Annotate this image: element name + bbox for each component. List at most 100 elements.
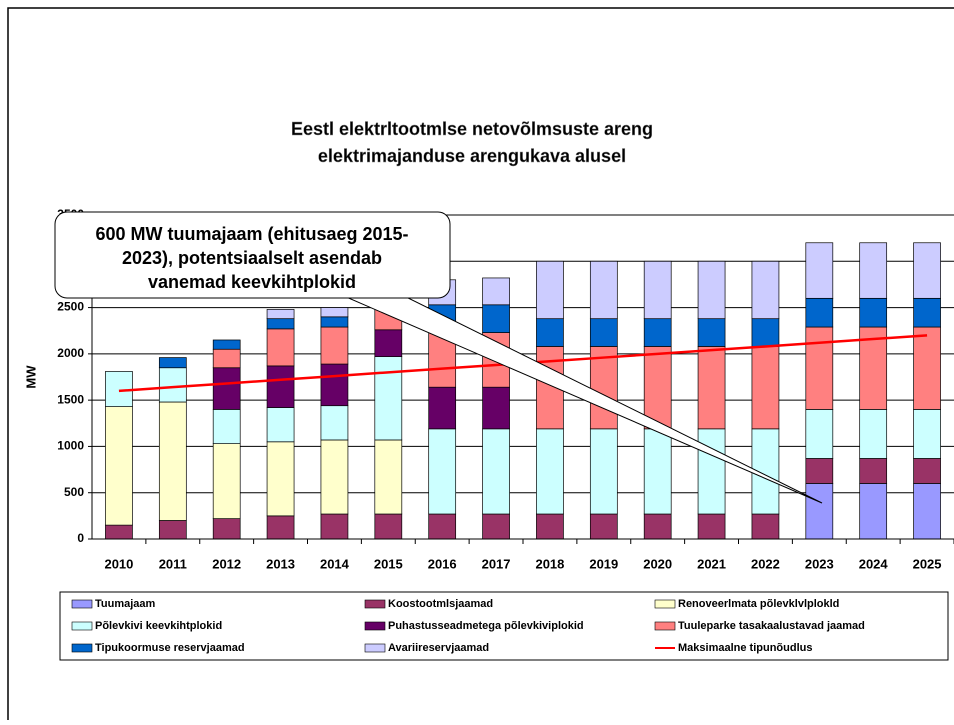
bar-segment	[860, 483, 887, 539]
bar-segment	[860, 243, 887, 299]
bar-segment	[806, 298, 833, 327]
legend-label: Tuuleparke tasakaalustavad jaamad	[678, 620, 865, 632]
bar-segment	[321, 440, 348, 514]
x-tick-label: 2023	[805, 556, 834, 571]
bar-segment	[213, 519, 240, 539]
bar-segment	[698, 346, 725, 428]
bar-segment	[321, 327, 348, 364]
bar-segment	[806, 458, 833, 483]
bar-segment	[429, 387, 456, 429]
legend-label: Renoveerlmata põlevklvlplokld	[678, 598, 839, 610]
legend-swatch	[655, 600, 675, 608]
legend-label: Põlevkivi keevkihtplokid	[95, 620, 222, 632]
bar-segment	[483, 514, 510, 539]
bar-segment	[267, 319, 294, 329]
bar-segment	[914, 483, 941, 539]
x-tick-label: 2011	[159, 556, 187, 571]
legend-swatch	[655, 622, 675, 630]
legend-label: Avariireservjaamad	[388, 642, 489, 654]
x-tick-label: 2015	[374, 556, 403, 571]
legend-swatch	[72, 600, 92, 608]
bar-segment	[159, 402, 186, 520]
bar-segment	[213, 409, 240, 443]
bar-segment	[914, 298, 941, 327]
y-tick-label: 500	[64, 485, 84, 499]
legend-label: Koostootmlsjaamad	[388, 598, 493, 610]
chart-title: elektrimajanduse arengukava alusel	[318, 146, 626, 166]
x-tick-label: 2019	[589, 556, 618, 571]
legend-label: Tipukoormuse reservjaamad	[95, 642, 245, 654]
bar-segment	[213, 349, 240, 368]
legend-label: Puhastusseadmetega põlevkiviplokid	[388, 620, 584, 632]
x-tick-label: 2025	[913, 556, 942, 571]
callout-text: vanemad keevkihtplokid	[148, 272, 356, 292]
bar-segment	[267, 309, 294, 318]
bar-segment	[914, 327, 941, 409]
slide: 0500100015002000250030003500MW2010201120…	[0, 0, 954, 720]
y-tick-label: 0	[77, 531, 84, 545]
bar-segment	[483, 305, 510, 333]
bar-segment	[267, 366, 294, 408]
callout-text: 600 MW tuumajaam (ehitusaeg 2015-	[95, 224, 408, 244]
bar-segment	[698, 319, 725, 347]
x-tick-label: 2022	[751, 556, 780, 571]
bar-segment	[375, 514, 402, 539]
legend-label: Tuumajaam	[95, 598, 156, 610]
bar-segment	[590, 261, 617, 318]
bar-segment	[698, 261, 725, 318]
bar-segment	[914, 458, 941, 483]
bar-segment	[860, 458, 887, 483]
bar-segment	[536, 261, 563, 318]
bar-segment	[159, 520, 186, 539]
bar-segment	[105, 407, 132, 525]
bar-segment	[698, 429, 725, 514]
bar-segment	[321, 406, 348, 440]
bar-segment	[806, 243, 833, 299]
bar-segment	[536, 429, 563, 514]
bar-segment	[105, 525, 132, 539]
bar-segment	[159, 358, 186, 368]
x-tick-label: 2018	[535, 556, 564, 571]
bar-segment	[752, 261, 779, 318]
bar-segment	[644, 261, 671, 318]
bar-segment	[590, 319, 617, 347]
bar-segment	[321, 364, 348, 406]
y-tick-label: 2000	[57, 346, 84, 360]
bar-segment	[159, 368, 186, 402]
bar-segment	[590, 514, 617, 539]
x-tick-label: 2012	[212, 556, 241, 571]
bar-segment	[536, 514, 563, 539]
bar-segment	[752, 346, 779, 428]
bar-segment	[752, 319, 779, 347]
y-tick-label: 1000	[57, 439, 84, 453]
chart-title: Eestl elektrltootmlse netovõlmsuste aren…	[291, 119, 653, 139]
bar-segment	[375, 330, 402, 357]
y-axis-label: MW	[23, 365, 38, 389]
bar-segment	[752, 514, 779, 539]
callout-text: 2023), potentsiaalselt asendab	[122, 248, 382, 268]
bar-segment	[213, 368, 240, 410]
bar-segment	[914, 243, 941, 299]
legend: Tuumajaam Koostootmlsjaamad Renoveerlmata …	[60, 592, 948, 660]
bar-segment	[483, 387, 510, 429]
x-tick-label: 2010	[104, 556, 133, 571]
legend-swatch	[72, 622, 92, 630]
bar-segment	[375, 357, 402, 440]
bar-segment	[267, 329, 294, 366]
x-tick-label: 2017	[482, 556, 511, 571]
bar-segment	[860, 298, 887, 327]
y-tick-label: 2500	[57, 300, 84, 314]
bar-segment	[698, 514, 725, 539]
bar-segment	[267, 408, 294, 442]
bar-segment	[213, 340, 240, 349]
legend-swatch	[72, 644, 92, 652]
bar-segment	[321, 514, 348, 539]
bar-segment	[590, 429, 617, 514]
x-tick-label: 2014	[320, 556, 350, 571]
bar-segment	[321, 308, 348, 317]
x-tick-label: 2020	[643, 556, 672, 571]
x-tick-label: 2013	[266, 556, 295, 571]
legend-swatch	[365, 644, 385, 652]
x-tick-label: 2016	[428, 556, 457, 571]
bar-segment	[806, 483, 833, 539]
